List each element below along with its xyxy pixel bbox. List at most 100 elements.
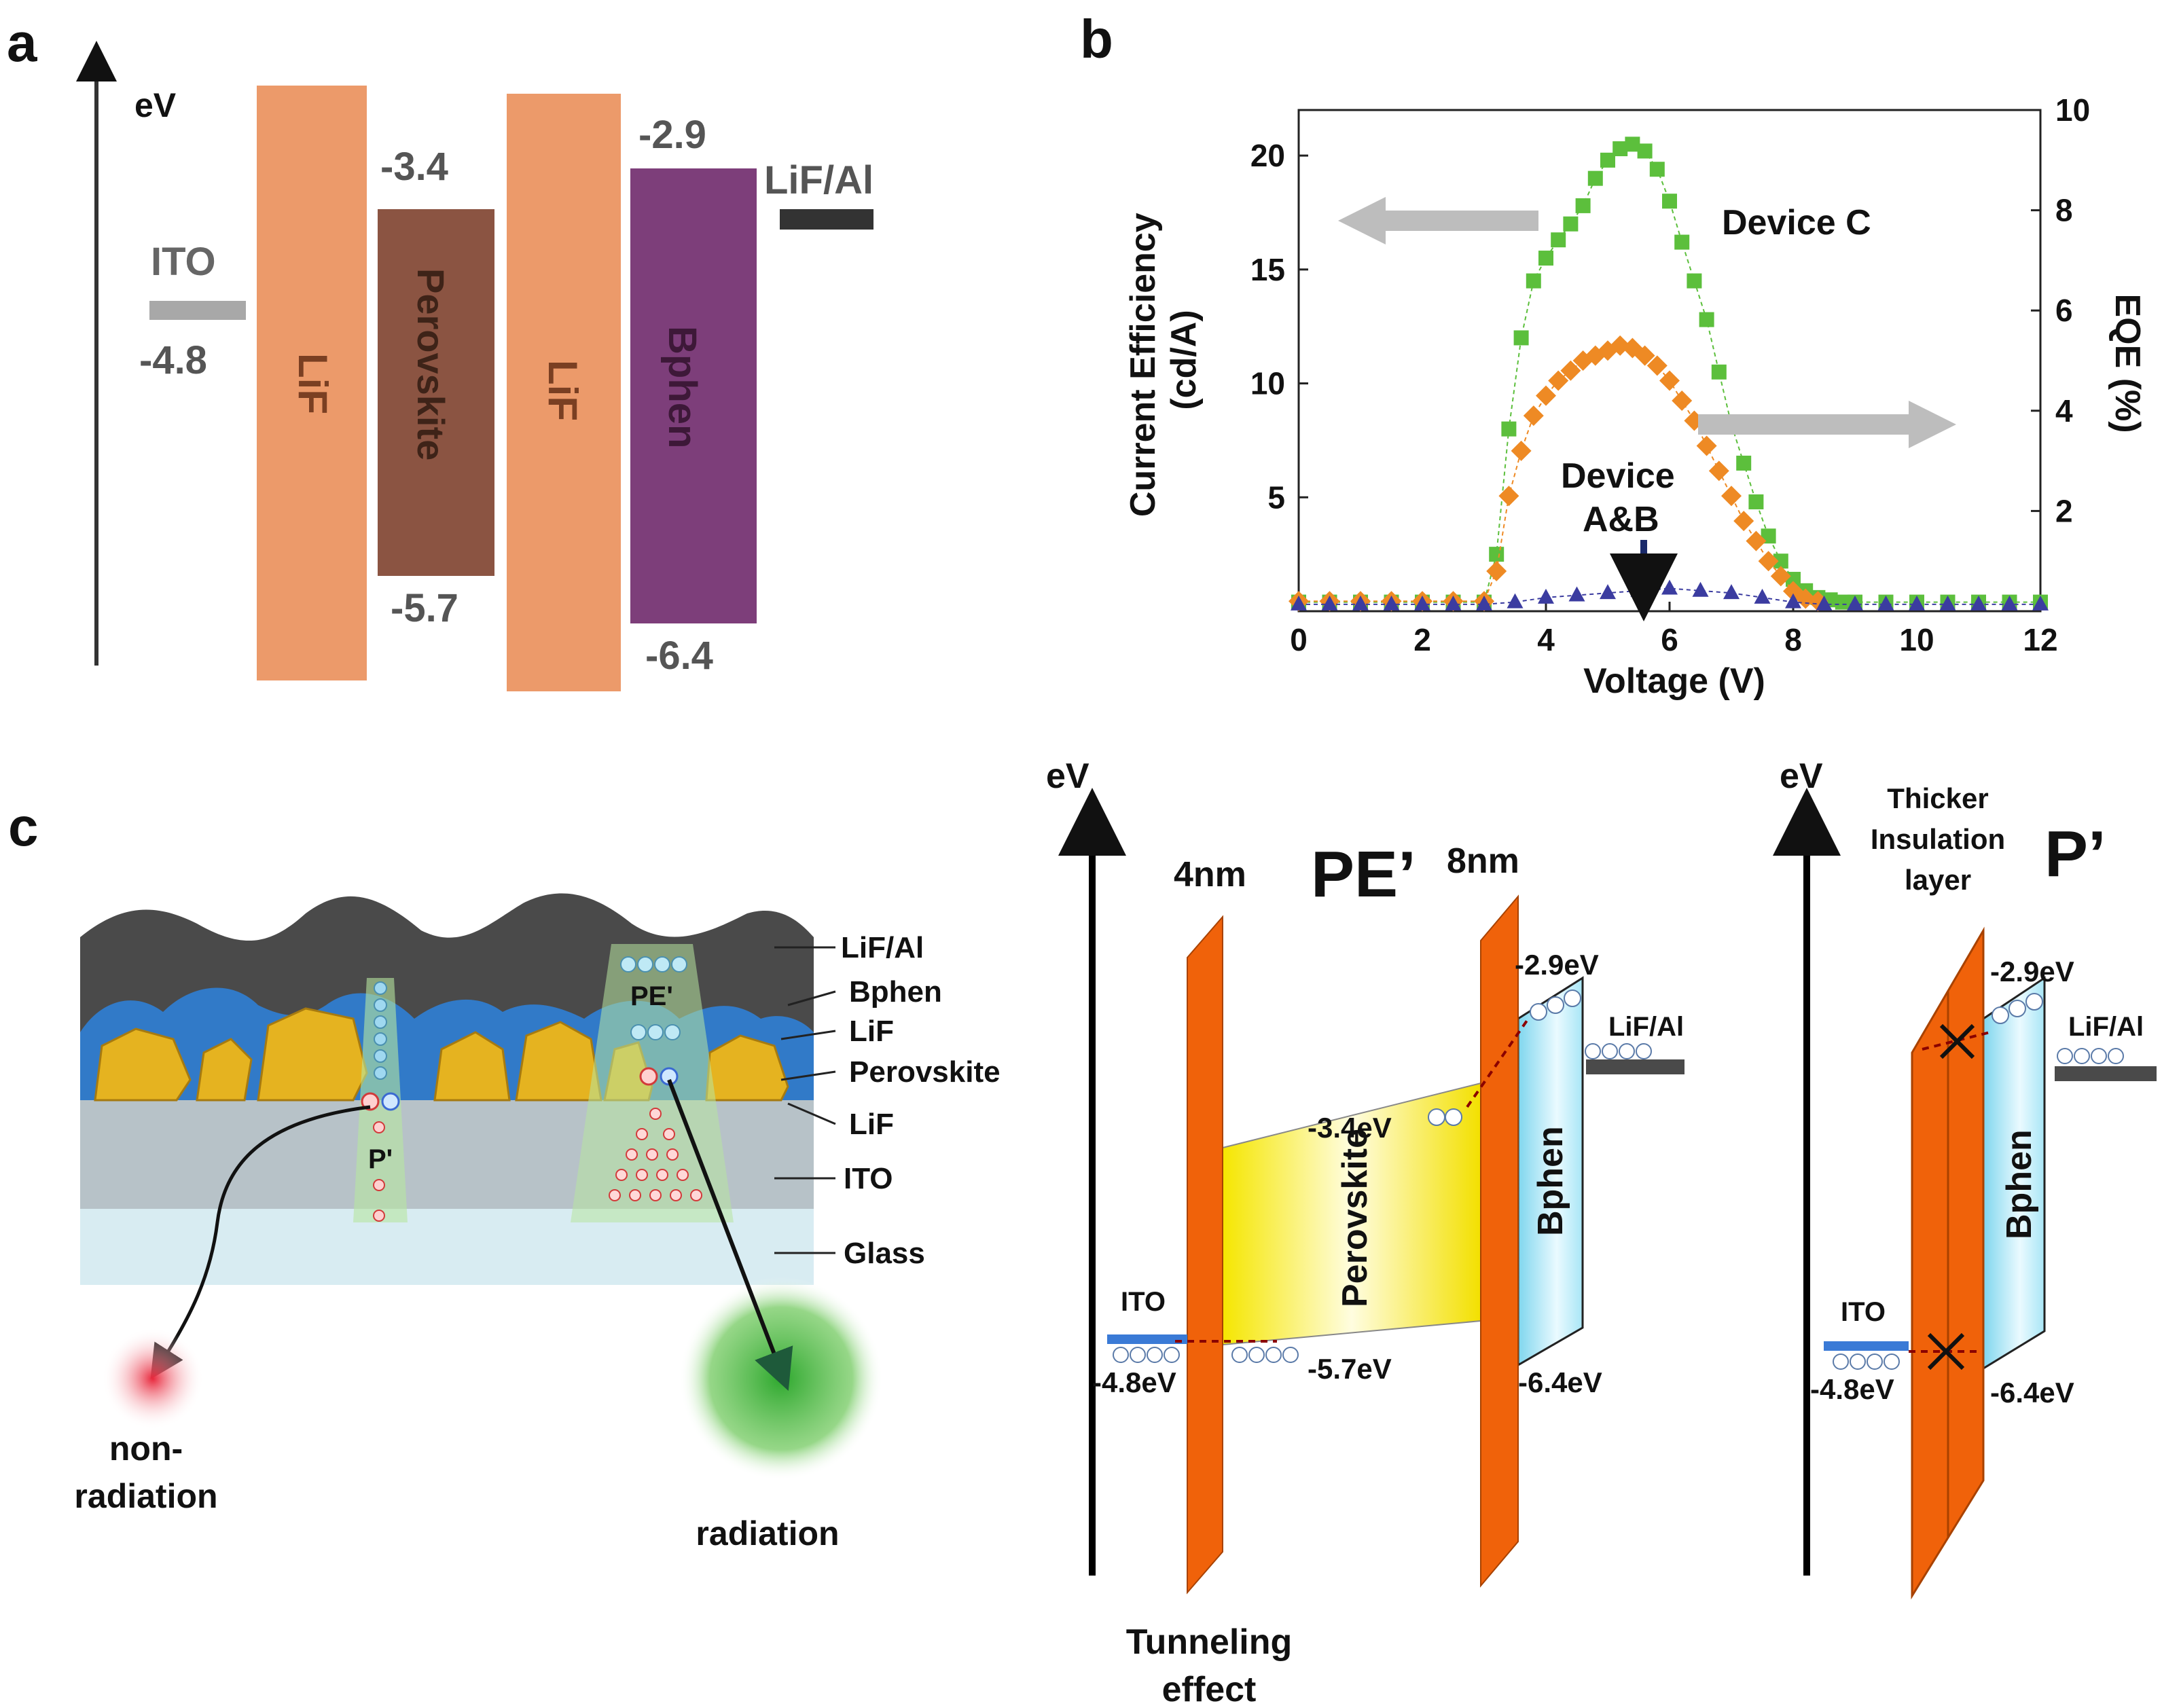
x-tick-label: 4 [1537,622,1555,657]
lif-slab-8nm [1480,894,1519,1588]
axis-unit-ev: eV [134,86,177,124]
data-point [1548,370,1569,391]
data-point [1909,595,1925,611]
green-glow [679,1277,883,1480]
data-point [1835,594,1850,610]
y2-tick-label: 8 [2055,193,2073,228]
chart-y-axis-label-line2: (cd/A) [1164,310,1204,410]
layer-label-glass: Glass [844,1237,925,1270]
lif-label-1: LiF [290,353,336,414]
data-point [1733,511,1754,532]
device-ab-label-line2: A&B [1583,500,1659,539]
nonradiation-line2: radiation [74,1477,217,1515]
y2-tick-label: 6 [2055,293,2073,328]
block-x-icon [1927,1332,1965,1370]
perovskite-grains [94,1007,789,1102]
perovskite-grain [433,1031,511,1102]
p-prime-title: P’ [2044,818,2106,890]
data-point [1600,152,1615,168]
y-tick-label: 20 [1250,138,1285,173]
data-point [1662,194,1677,209]
perovskite-homo-value: -5.7 [391,586,458,630]
data-point [1291,595,1307,611]
data-point [1587,170,1603,186]
data-point [1513,330,1529,346]
y-tick-label: 10 [1250,366,1285,401]
axis-unit-ev-middle: eV [1046,757,1089,796]
hole-dot [620,956,636,973]
x-tick-label: 10 [1899,622,1934,657]
lif-slab-4nm [1187,915,1223,1595]
data-point [1773,553,1788,569]
cathode-level-mid [1586,1059,1684,1074]
pe-prime-channel: PE' [571,944,734,1222]
p-prime-channel: P' [353,978,408,1222]
layer-label-lif-top: LiF [849,1015,894,1048]
bphen-lumo-value: -2.9 [638,113,706,157]
data-point [1321,595,1338,611]
data-point [1770,566,1791,587]
data-point [1970,595,1987,611]
x-tick-label: 0 [1290,622,1308,657]
data-point [1646,355,1668,376]
data-point [1816,595,1833,611]
hole-dot [374,1066,387,1080]
hole-dot [630,1024,647,1040]
panel-c-middle: eV PE’ 4nm 8nm Perovskite Bphen ITO -4.8… [1046,757,1684,1708]
tunneling-line2: effect [1162,1670,1257,1708]
data-point [1507,593,1524,608]
data-point [1723,584,1740,600]
data-point [1383,595,1400,611]
lif-layer-1 [257,86,367,680]
ito-value-right: -4.8eV [1810,1373,1894,1405]
hole-dot [374,1015,387,1029]
bphen-lumo-right: -2.9eV [1990,956,2074,987]
thickness-4nm: 4nm [1174,855,1246,894]
pe-prime-label: PE' [630,981,673,1011]
data-point [1674,234,1690,250]
y-tick-label: 5 [1267,479,1285,515]
insulation-note-line3: layer [1905,864,1971,896]
data-point [1538,251,1553,266]
electron-dot [373,1179,385,1191]
perovskite-grain [196,1038,253,1102]
y-tick-label: 15 [1250,252,1285,287]
data-point [1758,551,1779,572]
data-point [1613,141,1628,157]
data-point [1476,595,1492,611]
bphen-homo-value: -6.4 [645,634,713,678]
layer-label-bphen: Bphen [849,975,942,1009]
data-point [1721,486,1742,507]
data-point [1501,421,1517,437]
pe-prime-title: PE’ [1311,838,1416,911]
perovskite-grain [515,1021,602,1102]
electron-dot [381,1092,400,1111]
bphen-layer [630,168,757,623]
x-tick-label: 12 [2023,622,2057,657]
bphen-label-right: Bphen [2000,1129,2039,1239]
electron-dot [373,1121,385,1133]
cathode-label-mid: LiF/Al [1608,1012,1684,1042]
x-tick-label: 8 [1784,622,1802,657]
perovskite-layer [378,209,494,576]
radiation-path [667,1078,793,1392]
radiation-label: radiation [696,1514,839,1552]
hole-row-right [1833,1353,1900,1370]
ito-level-bar [149,301,246,320]
chart-x-axis-label: Voltage (V) [1583,661,1765,701]
data-point [1708,460,1729,481]
p-prime-label: P' [368,1144,393,1174]
data-point [1575,198,1591,213]
ito-label: ITO [151,240,216,284]
data-point [1625,137,1640,152]
hole-dot [374,1032,387,1046]
device-ab-label-line1: Device [1561,456,1675,496]
data-point [1523,405,1544,426]
bphen-lumo-mid: -2.9eV [1515,949,1599,981]
data-point [1526,273,1541,289]
panel-b: b 0 2 4 6 8 10 12 5 10 15 20 2 4 6 8 10 Voltage (V) Cur… [1080,9,2147,701]
hole-dot [647,1024,664,1040]
panel-c-right: eV Thicker Insulation layer P’ Bphen ITO… [1773,757,2157,1600]
layer-label-lif-bottom: LiF [849,1108,894,1141]
electron-dot [373,1210,385,1222]
